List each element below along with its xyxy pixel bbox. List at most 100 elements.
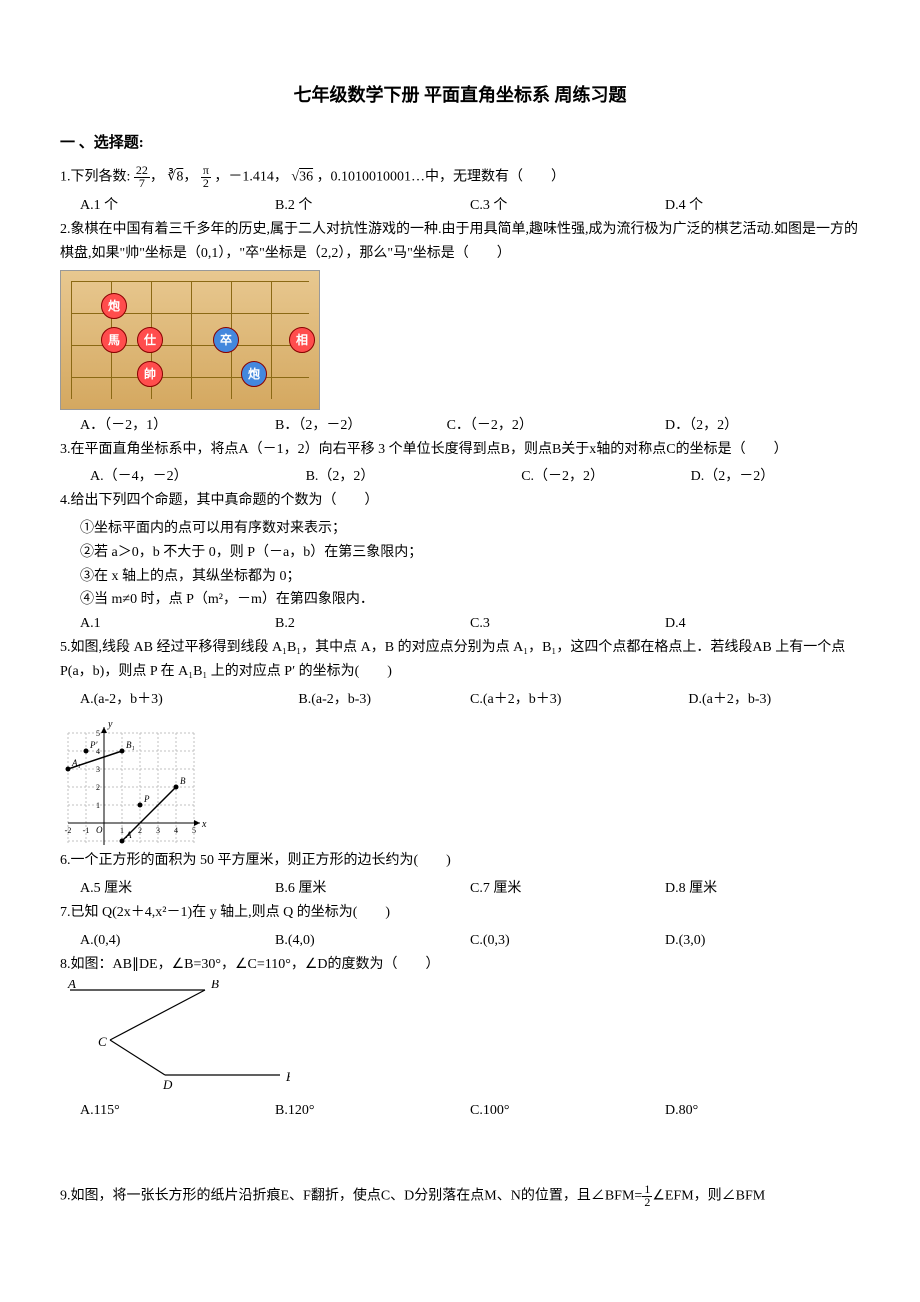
svg-text:A: A — [67, 980, 76, 991]
svg-text:C: C — [98, 1034, 107, 1049]
q6-opt-d: D.8 厘米 — [665, 877, 860, 901]
q6-opt-c: C.7 厘米 — [470, 877, 665, 901]
q1-mid: ，－1.414， — [214, 170, 288, 185]
frac-pi-2: π2 — [201, 164, 211, 190]
q4-opt-c: C.3 — [470, 612, 665, 636]
q8-geometry-figure: A B C D E — [60, 980, 290, 1095]
q2-opt-d: D．（2，2） — [665, 414, 738, 438]
svg-text:E: E — [285, 1069, 290, 1084]
svg-text:5: 5 — [192, 826, 196, 835]
sqrt-36: √36 — [291, 170, 313, 185]
section-header: 一 、选择题: — [60, 131, 860, 157]
page-title: 七年级数学下册 平面直角坐标系 周练习题 — [60, 80, 860, 111]
svg-text:3: 3 — [96, 765, 100, 774]
svg-text:B: B — [180, 776, 186, 786]
q3-opt-b: B.（2，2） — [306, 465, 522, 489]
svg-text:P′: P′ — [89, 740, 98, 750]
q7-opt-d: D.(3,0) — [665, 929, 860, 953]
chess-piece: 炮 — [101, 293, 127, 319]
q5-opt-d: D.(a＋2，b-3) — [688, 688, 771, 712]
q1-opt-c: C.3 个 — [470, 194, 665, 218]
q5-opt-b: B.(a-2，b-3) — [298, 688, 470, 712]
question-9: 9.如图，将一张长方形的纸片沿折痕E、F翻折，使点C、D分别落在点M、N的位置，… — [60, 1183, 860, 1209]
svg-text:5: 5 — [96, 729, 100, 738]
question-1: 1.下列各数: 227， ∛8， π2 ，－1.414， √36 ，0.1010… — [60, 164, 860, 190]
chess-piece: 仕 — [137, 327, 163, 353]
question-5: 5.如图,线段 AB 经过平移得到线段 A₁B₁，其中点 A，B 的对应点分别为… — [60, 636, 860, 684]
question-6: 6.一个正方形的面积为 50 平方厘米，则正方形的边长约为( ) — [60, 849, 860, 873]
q1-options: A.1 个 B.2 个 C.3 个 D.4 个 — [60, 194, 860, 218]
svg-text:2: 2 — [138, 826, 142, 835]
q2-options: A．（－2，1） B．（2，－2） C．（－2，2） D．（2，2） — [60, 414, 860, 438]
q9-prefix: 9.如图，将一张长方形的纸片沿折痕E、F翻折，使点C、D分别落在点M、N的位置，… — [60, 1189, 642, 1204]
q3-options: A.（－4，－2） B.（2，2） C.（－2，2） D.（2，－2） — [60, 465, 860, 489]
q7-opt-a: A.(0,4) — [80, 929, 275, 953]
question-8: 8.如图：AB∥DE，∠B=30°，∠C=110°，∠D的度数为（ ） — [60, 953, 860, 977]
q8-opt-c: C.100° — [470, 1099, 665, 1123]
chess-piece: 馬 — [101, 327, 127, 353]
svg-text:-1: -1 — [83, 826, 90, 835]
chess-piece: 炮 — [241, 361, 267, 387]
svg-text:1: 1 — [120, 826, 124, 835]
svg-text:y: y — [107, 719, 113, 730]
svg-text:O: O — [96, 825, 103, 835]
svg-text:3: 3 — [156, 826, 160, 835]
question-4: 4.给出下列四个命题，其中真命题的个数为（ ） — [60, 489, 860, 513]
svg-text:A₁: A₁ — [71, 758, 81, 768]
q6-opt-b: B.6 厘米 — [275, 877, 470, 901]
q1-opt-b: B.2 个 — [275, 194, 470, 218]
q4-item-1: ①坐标平面内的点可以用有序数对来表示； — [60, 517, 860, 541]
cbrt-8: ∛8 — [167, 170, 183, 185]
svg-text:4: 4 — [174, 826, 178, 835]
question-7: 7.已知 Q(2x＋4,x²－1)在 y 轴上,则点 Q 的坐标为( ) — [60, 901, 860, 925]
svg-text:B: B — [211, 980, 219, 991]
q5-opt-c: C.(a＋2，b＋3) — [470, 688, 688, 712]
q3-opt-a: A.（－4，－2） — [90, 465, 306, 489]
q4-opt-a: A.1 — [80, 612, 275, 636]
q9-suffix: ∠EFM，则∠BFM — [652, 1189, 765, 1204]
q1-opt-a: A.1 个 — [80, 194, 275, 218]
q3-opt-c: C.（－2，2） — [521, 465, 690, 489]
svg-text:-2: -2 — [65, 826, 72, 835]
q4-item-3: ③在 x 轴上的点，其纵坐标都为 0； — [60, 565, 860, 589]
q7-opt-c: C.(0,3) — [470, 929, 665, 953]
chess-piece: 相 — [289, 327, 315, 353]
svg-text:1: 1 — [96, 801, 100, 810]
q7-options: A.(0,4) B.(4,0) C.(0,3) D.(3,0) — [60, 929, 860, 953]
frac-1-2: 12 — [642, 1183, 652, 1209]
q4-opt-b: B.2 — [275, 612, 470, 636]
q3-opt-d: D.（2，－2） — [691, 465, 775, 489]
q1-opt-d: D.4 个 — [665, 194, 860, 218]
q8-options: A.115° B.120° C.100° D.80° — [60, 1099, 860, 1123]
q2-opt-c: C．（－2，2） — [447, 414, 665, 438]
q4-options: A.1 B.2 C.3 D.4 — [60, 612, 860, 636]
q1-prefix: 1.下列各数: — [60, 170, 130, 185]
chess-piece: 卒 — [213, 327, 239, 353]
q4-opt-d: D.4 — [665, 612, 860, 636]
q8-opt-d: D.80° — [665, 1099, 860, 1123]
q5-grid-figure: -2-11234512345A₁B₁P′ABPOxy — [60, 715, 260, 845]
frac-22-7: 227 — [134, 164, 150, 190]
svg-text:B₁: B₁ — [126, 740, 135, 750]
q2-opt-b: B．（2，－2） — [275, 414, 447, 438]
q5-options: A.(a-2，b＋3) B.(a-2，b-3) C.(a＋2，b＋3) D.(a… — [60, 688, 860, 712]
q8-opt-b: B.120° — [275, 1099, 470, 1123]
q7-opt-b: B.(4,0) — [275, 929, 470, 953]
chess-piece: 帥 — [137, 361, 163, 387]
question-3: 3.在平面直角坐标系中，将点A（－1，2）向右平移 3 个单位长度得到点B，则点… — [60, 438, 860, 462]
q4-item-4: ④当 m≠0 时，点 P（m²，－m）在第四象限内． — [60, 588, 860, 612]
svg-text:D: D — [162, 1077, 173, 1092]
svg-text:x: x — [201, 819, 207, 830]
q1-suffix: ，0.1010010001…中，无理数有（ ） — [317, 170, 566, 185]
q5-opt-a: A.(a-2，b＋3) — [80, 688, 298, 712]
chessboard-figure: 炮馬仕帥卒相炮 — [60, 270, 320, 410]
svg-text:A: A — [125, 830, 132, 840]
q8-opt-a: A.115° — [80, 1099, 275, 1123]
svg-text:2: 2 — [96, 783, 100, 792]
question-2: 2.象棋在中国有着三千多年的历史,属于二人对抗性游戏的一种.由于用具简单,趣味性… — [60, 218, 860, 266]
q6-opt-a: A.5 厘米 — [80, 877, 275, 901]
q2-opt-a: A．（－2，1） — [80, 414, 275, 438]
svg-text:P: P — [143, 794, 150, 804]
q6-options: A.5 厘米 B.6 厘米 C.7 厘米 D.8 厘米 — [60, 877, 860, 901]
q4-item-2: ②若 a＞0，b 不大于 0，则 P（－a，b）在第三象限内； — [60, 541, 860, 565]
